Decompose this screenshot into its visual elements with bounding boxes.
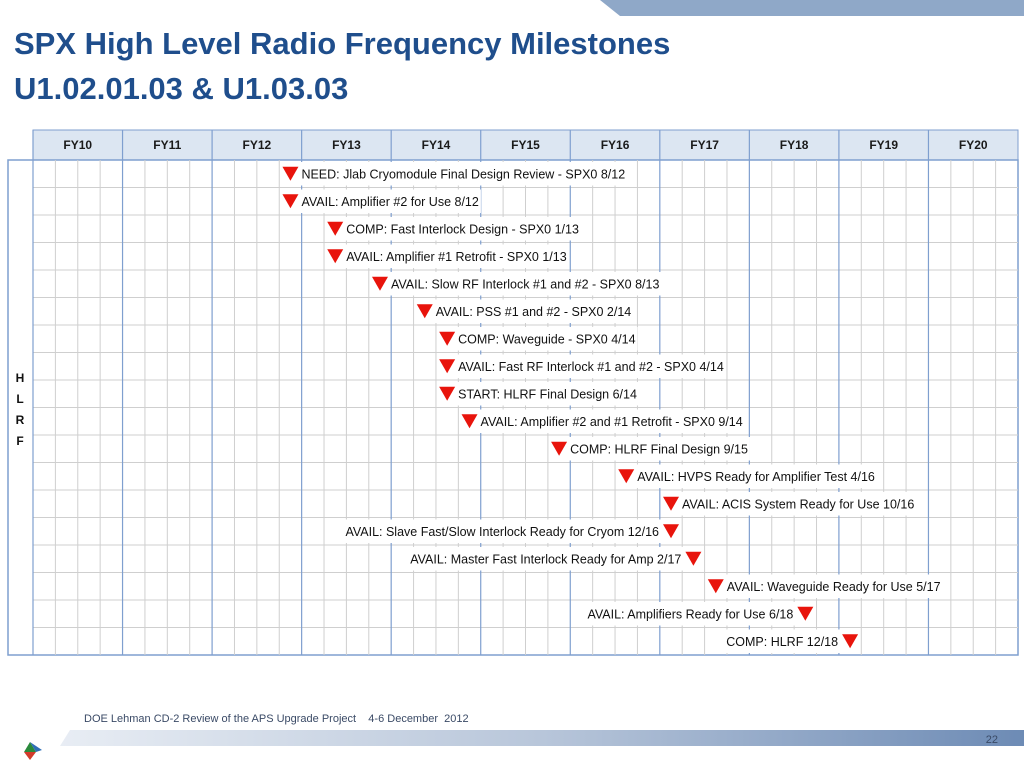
label-bg (456, 354, 726, 378)
milestone-label: COMP: HLRF 12/18 (726, 635, 838, 649)
year-label: FY19 (869, 138, 898, 152)
header-row (32, 129, 1019, 161)
side-label: F (16, 434, 23, 448)
milestone-marker (327, 249, 344, 264)
label-bg (724, 574, 943, 598)
label-bg (344, 244, 569, 268)
milestone-label: AVAIL: PSS #1 and #2 - SPX0 2/14 (436, 305, 632, 319)
label-bg (299, 162, 628, 186)
milestone-marker (371, 276, 388, 291)
page-number: 22 (986, 734, 998, 746)
side-label: R (16, 413, 25, 427)
milestone-label: AVAIL: Amplifier #2 and #1 Retrofit - SP… (481, 415, 743, 429)
milestone-label: AVAIL: Slow RF Interlock #1 and #2 - SPX… (391, 277, 659, 291)
milestone-grid: FY10 FY11 FY12 FY13 FY14 FY15 FY16 FY17 FY18 FY19… (7, 129, 1019, 656)
milestone-label: AVAIL: Master Fast Interlock Ready for A… (410, 552, 681, 566)
milestone-marker (842, 634, 859, 649)
milestone-marker (439, 331, 456, 346)
milestone-label: AVAIL: Amplifiers Ready for Use 6/18 (587, 607, 793, 621)
label-bg (478, 409, 745, 433)
year-label: FY15 (511, 138, 540, 152)
top-bar (600, 0, 1024, 16)
label-bg (680, 492, 917, 516)
milestone-marker (707, 579, 724, 594)
label-bg (299, 189, 481, 213)
milestone-label: COMP: Waveguide - SPX0 4/14 (458, 332, 635, 346)
side-label: L (16, 392, 23, 406)
year-label: FY13 (332, 138, 361, 152)
year-label: FY17 (690, 138, 719, 152)
milestone-marker (551, 441, 568, 456)
label-bg (343, 519, 662, 543)
label-bg (585, 602, 796, 626)
milestone-marker (282, 194, 299, 209)
year-label: FY11 (153, 138, 181, 152)
milestone-label: AVAIL: Amplifier #1 Retrofit - SPX0 1/13 (346, 250, 567, 264)
milestone-marker (282, 166, 299, 181)
label-bg (456, 327, 638, 351)
milestone-marker (685, 551, 702, 566)
milestone-label: AVAIL: Waveguide Ready for Use 5/17 (727, 580, 941, 594)
label-bg (344, 217, 581, 241)
milestone-label: AVAIL: HVPS Ready for Amplifier Test 4/1… (637, 470, 875, 484)
label-bg (433, 299, 634, 323)
footer-text: DOE Lehman CD-2 Review of the APS Upgrad… (84, 713, 469, 725)
label-bg (388, 272, 662, 296)
milestone-marker (439, 359, 456, 374)
milestone-marker (461, 414, 478, 429)
footer-bar (60, 730, 1024, 746)
milestone-label: START: HLRF Final Design 6/14 (458, 387, 637, 401)
milestone-marker (439, 386, 456, 401)
milestone-label: AVAIL: Amplifier #2 for Use 8/12 (301, 195, 478, 209)
milestone-label: COMP: Fast Interlock Design - SPX0 1/13 (346, 222, 579, 236)
year-label: FY16 (601, 138, 630, 152)
title-line: U1.02.01.03 & U1.03.03 (14, 71, 348, 106)
label-bg (456, 382, 639, 406)
milestone-marker (797, 606, 814, 621)
year-label: FY10 (63, 138, 92, 152)
year-label: FY18 (780, 138, 809, 152)
year-label: FY14 (422, 138, 451, 152)
milestone-label: AVAIL: ACIS System Ready for Use 10/16 (682, 497, 914, 511)
milestone-marker (663, 496, 680, 511)
milestone-label: AVAIL: Fast RF Interlock #1 and #2 - SPX… (458, 360, 724, 374)
milestone-marker (416, 304, 433, 319)
milestone-marker (663, 524, 680, 539)
milestone-label: AVAIL: Slave Fast/Slow Interlock Ready f… (345, 525, 659, 539)
title-line: SPX High Level Radio Frequency Milestone… (14, 26, 670, 61)
milestone-label: NEED: Jlab Cryomodule Final Design Revie… (301, 167, 625, 181)
label-bg (724, 629, 841, 653)
milestone-label: COMP: HLRF Final Design 9/15 (570, 442, 748, 456)
milestone-marker (327, 221, 344, 236)
logo (24, 742, 42, 760)
year-label: FY20 (959, 138, 988, 152)
milestone-marker (618, 469, 635, 484)
label-bg (635, 464, 877, 488)
year-label: FY12 (243, 138, 272, 152)
side-label: H (16, 371, 25, 385)
label-bg (408, 547, 684, 571)
label-bg (568, 437, 750, 461)
